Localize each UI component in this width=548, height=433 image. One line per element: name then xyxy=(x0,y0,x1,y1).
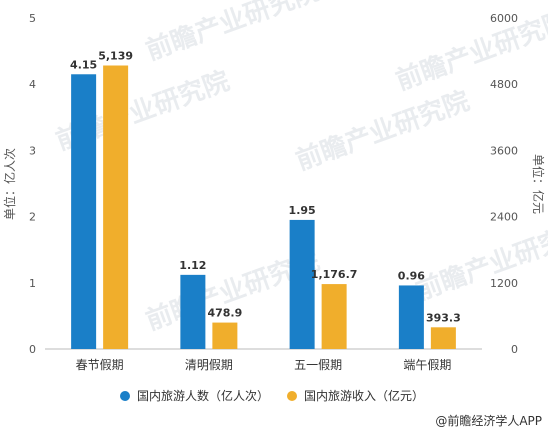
y-left-tick-label: 5 xyxy=(29,12,36,25)
bar-visitors xyxy=(289,219,315,349)
bar-visitors xyxy=(398,285,424,349)
data-label: 393.3 xyxy=(426,311,461,324)
legend: 国内旅游人数（亿人次） 国内旅游收入（亿元） xyxy=(120,388,424,403)
watermark-text: 前瞻产业研究院 xyxy=(412,215,548,306)
data-labels: 4.155,139 1.12 478.9 1.95 1,176.7 0.96 393.3 xyxy=(70,49,461,324)
bar-revenue xyxy=(430,327,456,349)
x-tick-label: 清明假期 xyxy=(185,358,233,372)
y-left-tick-label: 4 xyxy=(29,78,36,91)
y-left-axis-title: 单位：亿人次 xyxy=(2,148,17,220)
y-right-axis-title: 单位：亿元 xyxy=(531,154,546,214)
y-right-tick-label: 4800 xyxy=(490,78,518,91)
bar-revenue xyxy=(103,65,129,349)
data-label: 1.12 xyxy=(179,259,206,272)
legend-label: 国内旅游收入（亿元） xyxy=(304,388,424,403)
x-tick-label: 端午假期 xyxy=(403,358,451,372)
data-label: 478.9 xyxy=(207,307,242,320)
y-left-tick-label: 0 xyxy=(29,343,36,356)
y-left-tick-label: 2 xyxy=(29,211,36,224)
x-tick-label: 春节假期 xyxy=(76,358,124,372)
data-label: 4.15 xyxy=(70,58,97,71)
data-label: 0.96 xyxy=(398,269,425,282)
watermark-text: 前瞻产业研究院 xyxy=(142,0,324,67)
watermark-text: 前瞻产业研究院 xyxy=(392,5,548,96)
bar-visitors xyxy=(71,74,97,350)
y-right-tick-label: 1200 xyxy=(490,277,518,290)
data-label: 5,139 xyxy=(98,49,133,62)
y-left-tick-label: 3 xyxy=(29,144,36,157)
data-label: 1.95 xyxy=(289,204,316,217)
legend-marker xyxy=(120,391,130,401)
y-left-tick-label: 1 xyxy=(29,277,36,290)
x-tick-label: 五一假期 xyxy=(294,358,342,372)
legend-marker xyxy=(287,391,297,401)
source-credit: @前瞻经济学人APP xyxy=(435,414,542,428)
y-right-tick-label: 6000 xyxy=(490,12,518,25)
bar-revenue xyxy=(212,322,238,349)
bar-visitors xyxy=(180,274,206,349)
bars xyxy=(71,65,456,350)
y-right-tick-label: 3600 xyxy=(490,144,518,157)
data-label: 1,176.7 xyxy=(311,268,358,281)
y-right-tick-label: 2400 xyxy=(490,211,518,224)
watermark-text: 前瞻产业研究院 xyxy=(292,85,474,176)
y-right-tick-label: 0 xyxy=(511,343,518,356)
bar-revenue xyxy=(321,284,347,349)
legend-label: 国内旅游人数（亿人次） xyxy=(137,388,269,403)
